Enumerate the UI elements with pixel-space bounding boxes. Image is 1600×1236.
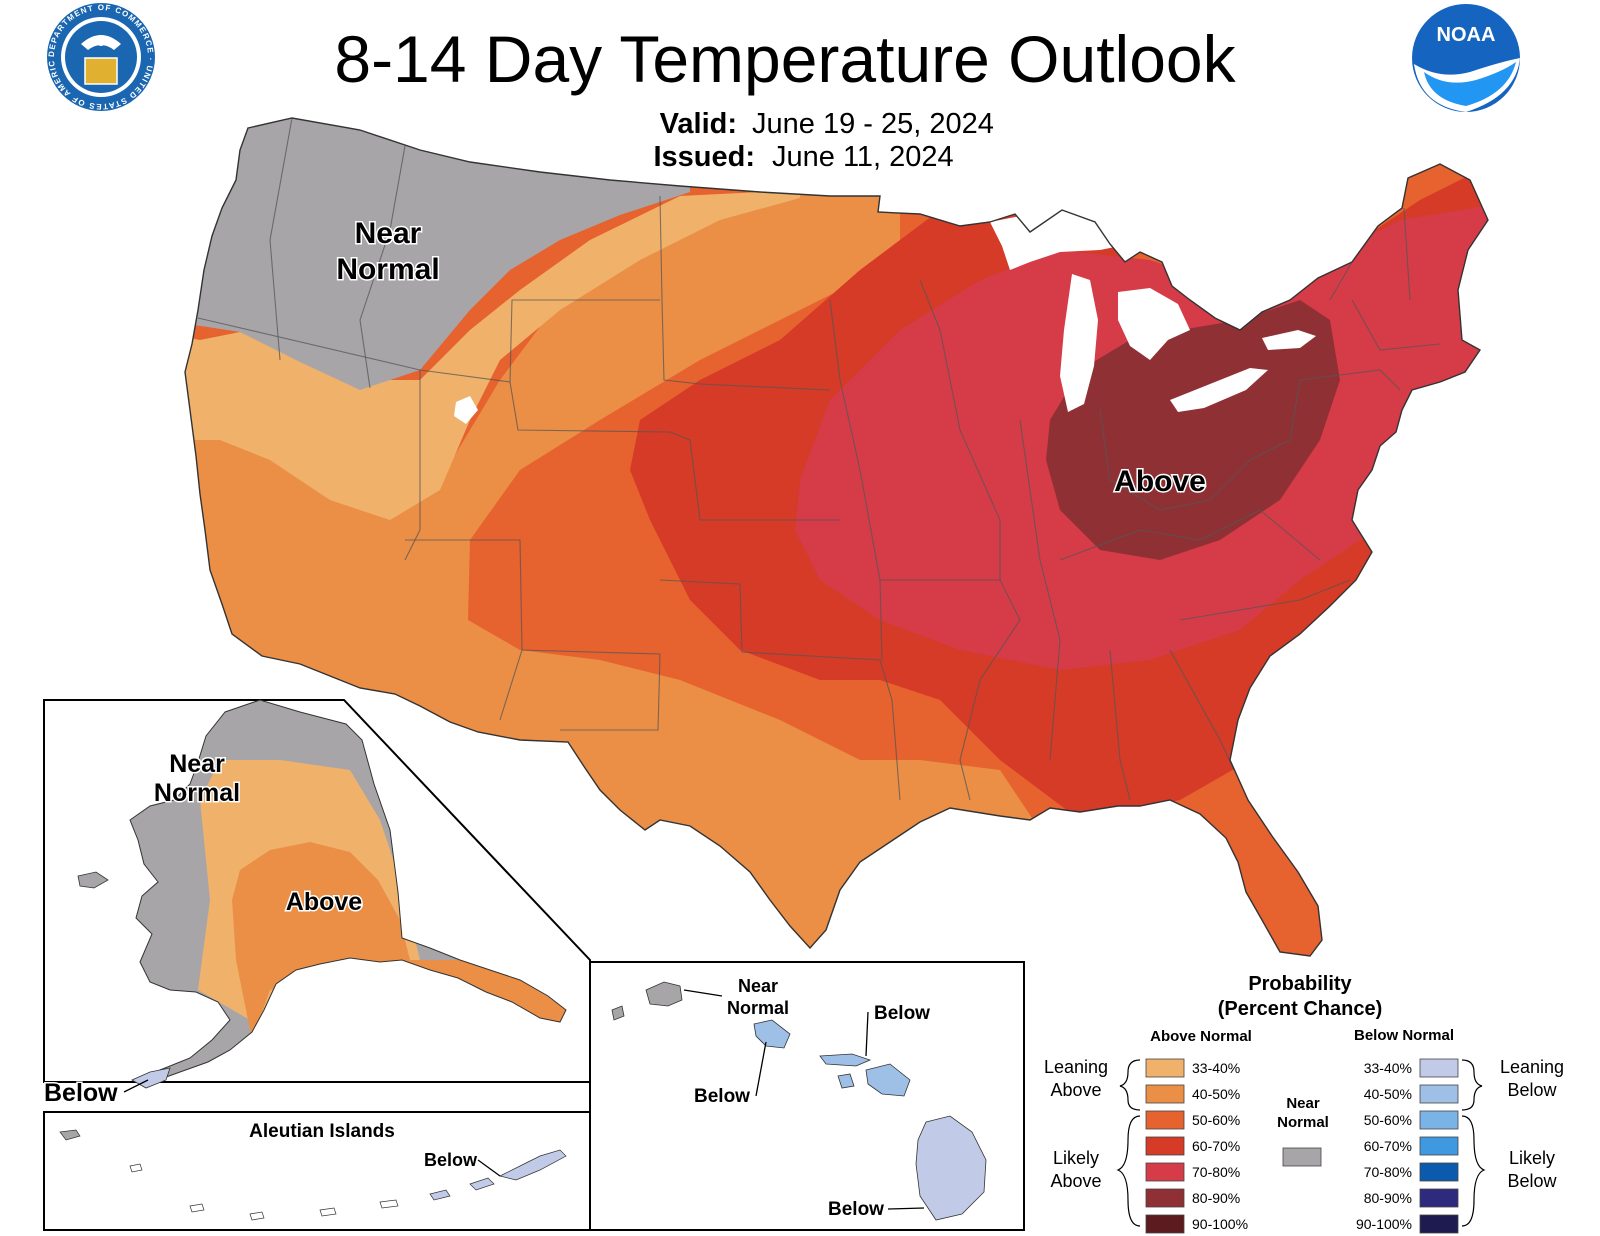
legend-leaning-below-line2: Below bbox=[1507, 1080, 1557, 1100]
legend-likely-above-line2: Above bbox=[1050, 1171, 1101, 1191]
great-salt-lake bbox=[454, 396, 478, 424]
niihau-island bbox=[611, 1005, 625, 1021]
svg-text:NOAA: NOAA bbox=[1437, 24, 1496, 46]
legend-above-header: Above Normal bbox=[1150, 1028, 1252, 1045]
issued-date: June 11, 2024 bbox=[772, 141, 954, 173]
legend-above-swatch-1 bbox=[1145, 1084, 1185, 1104]
alaska-near-normal-label-line1: Near bbox=[169, 750, 225, 778]
big-island bbox=[915, 1115, 987, 1221]
aleutian-island-chain bbox=[59, 1129, 567, 1221]
molokai-island bbox=[819, 1053, 872, 1067]
conus-above-label: Above bbox=[1114, 465, 1206, 498]
kauai-island bbox=[645, 981, 683, 1007]
legend-below-header: Below Normal bbox=[1354, 1027, 1454, 1044]
legend-below-swatch-4 bbox=[1419, 1162, 1459, 1182]
legend-above-swatch-2 bbox=[1145, 1110, 1185, 1130]
lake-huron bbox=[1118, 288, 1190, 360]
legend-above-range-label-5: 80-90% bbox=[1192, 1190, 1240, 1206]
hawaii-inset: Near Normal Below Below Below bbox=[589, 961, 1025, 1231]
legend-below-range-label-4: 70-80% bbox=[1364, 1164, 1412, 1180]
legend-above-swatches: 33-40% 40-50% 50-60% 60-70% 70-80% 80-90% 90-1… bbox=[1145, 1058, 1248, 1234]
lake-erie bbox=[1170, 368, 1268, 412]
lake-ontario bbox=[1262, 330, 1316, 350]
alaska-near-normal-label-line2: Normal bbox=[154, 779, 240, 807]
legend-below-swatch-1 bbox=[1419, 1084, 1459, 1104]
legend-above-range-label-2: 50-60% bbox=[1192, 1112, 1240, 1128]
commerce-seal-logo: DEPARTMENT OF COMMERCE · UNITED STATES O… bbox=[0, 0, 155, 111]
alaska-band-40-50 bbox=[232, 842, 566, 1040]
hawaii-below-oahu-label: Below bbox=[694, 1086, 750, 1107]
hawaii-near-normal-label-line2: Normal bbox=[727, 998, 789, 1018]
aleutian-below-label: Below bbox=[424, 1150, 478, 1170]
hawaii-below-big-island-label: Below bbox=[828, 1199, 884, 1220]
legend-above-range-label-1: 40-50% bbox=[1192, 1086, 1240, 1102]
legend-above-range-label-4: 70-80% bbox=[1192, 1164, 1240, 1180]
legend-below-swatch-5 bbox=[1419, 1188, 1459, 1208]
legend-likely-below-line1: Likely bbox=[1509, 1148, 1555, 1168]
oahu-island bbox=[753, 1019, 791, 1049]
legend-below-range-label-0: 33-40% bbox=[1364, 1060, 1412, 1076]
legend-above-swatch-6 bbox=[1145, 1214, 1185, 1234]
map-title: 8-14 Day Temperature Outlook bbox=[334, 22, 1236, 96]
legend-likely-above-line1: Likely bbox=[1053, 1148, 1099, 1168]
lanai-island bbox=[837, 1073, 855, 1089]
legend-near-normal-swatch bbox=[1282, 1147, 1322, 1167]
alaska-island-st-lawrence bbox=[77, 871, 109, 889]
probability-legend: Probability (Percent Chance) Above Norma… bbox=[1044, 973, 1564, 1234]
legend-below-range-label-2: 50-60% bbox=[1364, 1112, 1412, 1128]
alaska-inset: Near Normal Above Below bbox=[43, 699, 591, 1109]
noaa-logo: NOAA bbox=[1412, 4, 1520, 112]
legend-above-swatch-4 bbox=[1145, 1162, 1185, 1182]
state-boundaries bbox=[197, 117, 1441, 801]
legend-below-range-label-5: 80-90% bbox=[1364, 1190, 1412, 1206]
legend-below-swatch-3 bbox=[1419, 1136, 1459, 1156]
alaska-below-label: Below bbox=[44, 1079, 118, 1107]
legend-above-range-label-0: 33-40% bbox=[1192, 1060, 1240, 1076]
legend-below-swatch-2 bbox=[1419, 1110, 1459, 1130]
issued-label: Issued: bbox=[653, 141, 755, 173]
lake-michigan bbox=[1060, 274, 1098, 412]
legend-above-swatch-3 bbox=[1145, 1136, 1185, 1156]
legend-title-line1: Probability bbox=[1248, 973, 1352, 995]
legend-below-swatch-0 bbox=[1419, 1058, 1459, 1078]
legend-above-swatch-5 bbox=[1145, 1188, 1185, 1208]
valid-dates: June 19 - 25, 2024 bbox=[752, 108, 994, 140]
legend-below-swatches: 33-40% 40-50% 50-60% 60-70% 70-80% 80-90% 90-1… bbox=[1356, 1058, 1459, 1234]
legend-title-line2: (Percent Chance) bbox=[1218, 998, 1383, 1020]
legend-above-swatch-0 bbox=[1145, 1058, 1185, 1078]
valid-label: Valid: bbox=[660, 108, 737, 140]
aleutian-inset: Aleutian Islands Below bbox=[43, 1111, 591, 1231]
conus-near-normal-label-line1: Near bbox=[355, 217, 422, 250]
legend-braces bbox=[1116, 1059, 1486, 1227]
legend-near-normal-line1: Near bbox=[1286, 1095, 1320, 1112]
legend-below-range-label-3: 60-70% bbox=[1364, 1138, 1412, 1154]
legend-below-range-label-6: 90-100% bbox=[1356, 1216, 1412, 1232]
legend-above-range-label-6: 90-100% bbox=[1192, 1216, 1248, 1232]
legend-below-swatch-6 bbox=[1419, 1214, 1459, 1234]
legend-below-range-label-1: 40-50% bbox=[1364, 1086, 1412, 1102]
hawaii-below-maui-label: Below bbox=[874, 1003, 930, 1024]
legend-above-range-label-3: 60-70% bbox=[1192, 1138, 1240, 1154]
legend-leaning-above-line2: Above bbox=[1050, 1080, 1101, 1100]
legend-likely-below-line2: Below bbox=[1507, 1171, 1557, 1191]
band-80-90-ohio-valley bbox=[1046, 300, 1340, 560]
legend-leaning-below-line1: Leaning bbox=[1500, 1057, 1564, 1077]
aleutian-title: Aleutian Islands bbox=[249, 1121, 395, 1142]
band-33-40-west bbox=[185, 190, 800, 520]
hawaii-near-normal-label-line1: Near bbox=[738, 976, 778, 996]
conus-near-normal-label-line2: Normal bbox=[336, 253, 439, 286]
alaska-above-label: Above bbox=[286, 888, 363, 916]
maui-island bbox=[865, 1063, 911, 1097]
legend-leaning-above-line1: Leaning bbox=[1044, 1057, 1108, 1077]
legend-near-normal-line2: Normal bbox=[1277, 1114, 1329, 1131]
